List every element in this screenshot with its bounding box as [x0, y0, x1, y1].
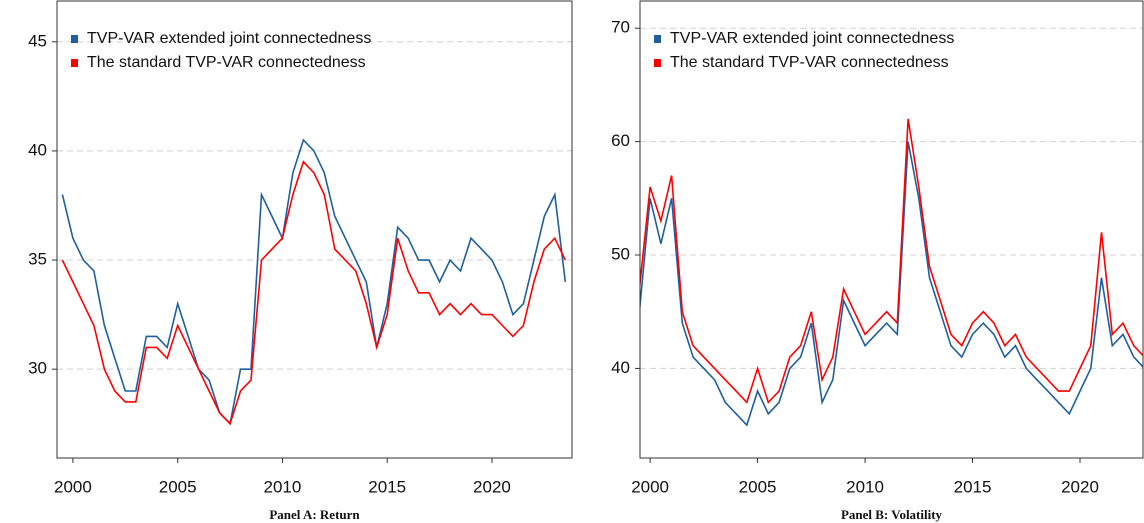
y-tick-label: 40	[28, 140, 47, 159]
series-line	[640, 118, 1143, 404]
x-tick-label: 2000	[54, 477, 92, 496]
y-tick-label: 35	[28, 250, 47, 269]
legend-label: The standard TVP-VAR connectedness	[87, 54, 366, 71]
x-tick-label: 2010	[846, 477, 884, 496]
x-tick-label: 2005	[159, 477, 197, 496]
x-tick-label: 2000	[631, 477, 669, 496]
x-tick-label: 2020	[473, 477, 511, 496]
y-tick-label: 50	[611, 244, 630, 263]
legend-swatch	[654, 35, 661, 43]
legend-label: TVP-VAR extended joint connectedness	[670, 30, 954, 47]
x-tick-label: 2015	[368, 477, 406, 496]
panel-caption: Panel A: Return	[269, 507, 360, 522]
legend-label: TVP-VAR extended joint connectedness	[87, 30, 371, 47]
panel-caption: Panel B: Volatility	[841, 507, 943, 522]
panel: 40 50 60 70 2000 2005 2010 2015 2020 TVP-VAR exte…	[611, 0, 1144, 522]
lines	[640, 118, 1143, 427]
series-line	[61, 138, 567, 426]
x-tick-label: 2005	[739, 477, 777, 496]
panel: 30 35 40 45 2000 2005 2010 2015 2020 TVP-VAR exte…	[28, 0, 573, 522]
series-line	[640, 141, 1143, 427]
y-tick-label: 30	[28, 359, 47, 378]
x-tick-label: 2015	[954, 477, 992, 496]
series-line	[61, 160, 567, 426]
y-tick-label: 70	[611, 18, 630, 37]
plot-frame	[56, 0, 573, 459]
y-tick-label: 40	[611, 358, 630, 377]
legend-label: The standard TVP-VAR connectedness	[670, 54, 949, 71]
legend-swatch	[71, 59, 78, 67]
y-tick-label: 45	[28, 31, 47, 50]
x-tick-label: 2020	[1061, 477, 1099, 496]
y-tick-label: 60	[611, 131, 630, 150]
lines	[61, 138, 567, 426]
legend-swatch	[71, 35, 78, 43]
x-tick-label: 2010	[264, 477, 302, 496]
legend-swatch	[654, 59, 661, 67]
plot-frame	[639, 0, 1144, 459]
